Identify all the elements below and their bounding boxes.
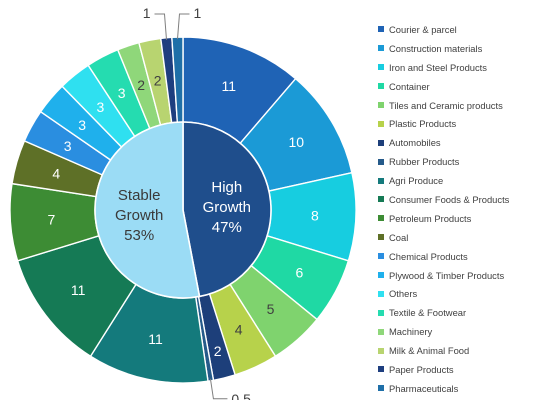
legend-swatch	[378, 385, 384, 392]
legend-label: Construction materials	[389, 42, 483, 54]
legend-label: Coal	[389, 231, 409, 243]
legend-item-automobiles: Automobiles	[378, 133, 540, 152]
legend-swatch	[378, 309, 384, 316]
inner-label-stable-growth-line-3: 53%	[124, 227, 154, 244]
legend-label: Paper Products	[389, 363, 454, 375]
outer-label-petroleum-products: 7	[47, 212, 55, 228]
inner-slice-high-growth	[182, 121, 272, 298]
legend-swatch	[378, 158, 384, 165]
legend-label: Machinery	[389, 326, 433, 338]
outer-label-iron-and-steel-products: 8	[311, 207, 319, 223]
legend-label: Courier & parcel	[389, 23, 457, 35]
legend-swatch	[378, 272, 384, 279]
legend-label: Petroleum Products	[389, 212, 472, 224]
legend-swatch	[378, 120, 384, 127]
legend-swatch	[378, 26, 384, 33]
legend-swatch	[378, 196, 384, 203]
inner-label-high-growth-line-3: 47%	[212, 219, 242, 236]
outer-label-paper-products: 1	[143, 5, 151, 21]
legend-item-consumer-foods-and-products: Consumer Foods & Products	[378, 190, 540, 209]
legend-swatch	[378, 64, 384, 71]
outer-label-consumer-foods-and-products: 11	[71, 282, 86, 298]
legend-item-pharmaceuticals: Pharmaceuticals	[378, 379, 540, 398]
outer-label-milk-and-animal-food: 2	[154, 72, 162, 88]
legend-label: Iron and Steel Products	[389, 61, 487, 73]
legend-swatch	[378, 177, 384, 184]
outer-label-chemical-products: 3	[64, 138, 72, 154]
legend-swatch	[378, 45, 384, 52]
legend-label: Rubber Products	[389, 156, 460, 168]
outer-label-textile-and-footwear: 3	[118, 85, 126, 101]
legend-label: Others	[389, 288, 418, 300]
legend-item-plastic-products: Plastic Products	[378, 114, 540, 133]
legend-item-machinery: Machinery	[378, 322, 540, 341]
legend-item-agri-produce: Agri Produce	[378, 171, 540, 190]
legend-swatch	[378, 366, 384, 373]
legend-swatch	[378, 290, 384, 297]
legend-label: Agri Produce	[389, 175, 444, 187]
legend-item-coal: Coal	[378, 228, 540, 247]
legend-label: Plywood & Timber Products	[389, 269, 505, 281]
legend-label: Tiles and Ceramic products	[389, 99, 503, 111]
outer-label-agri-produce: 11	[148, 331, 163, 347]
outer-label-plastic-products: 4	[235, 322, 243, 338]
legend-item-container: Container	[378, 77, 540, 96]
legend-label: Automobiles	[389, 137, 441, 149]
legend-label: Consumer Foods & Products	[389, 193, 510, 205]
inner-slice-stable-growth	[94, 121, 201, 299]
outer-label-rubber-products: 0.5	[231, 391, 251, 400]
inner-label-high-growth-line-1: High	[211, 179, 242, 196]
inner-label-stable-growth-line-2: Growth	[115, 207, 163, 224]
legend-item-rubber-products: Rubber Products	[378, 152, 540, 171]
legend-item-tiles-and-ceramic-products: Tiles and Ceramic products	[378, 96, 540, 115]
outer-label-pharmaceuticals-leader	[176, 13, 190, 40]
legend-label: Pharmaceuticals	[389, 382, 459, 394]
outer-label-others: 3	[96, 99, 104, 115]
legend-item-paper-products: Paper Products	[378, 360, 540, 379]
legend-label: Plastic Products	[389, 118, 457, 130]
legend-item-others: Others	[378, 284, 540, 303]
inner-label-stable-growth-line-1: Stable	[118, 187, 161, 204]
outer-label-plywood-and-timber-products: 3	[78, 117, 86, 133]
legend-item-construction-materials: Construction materials	[378, 39, 540, 58]
legend-swatch	[378, 102, 384, 108]
legend-swatch	[378, 253, 384, 260]
legend-swatch	[378, 328, 384, 335]
legend-label: Textile & Footwear	[389, 307, 467, 319]
outer-label-tiles-and-ceramic-products: 5	[267, 301, 275, 317]
legend-item-petroleum-products: Petroleum Products	[378, 209, 540, 228]
legend-swatch	[378, 347, 384, 354]
outer-label-container: 6	[295, 264, 303, 280]
outer-label-paper-products-leader	[154, 13, 167, 40]
legend-item-textile-and-footwear: Textile & Footwear	[378, 303, 540, 322]
chart-legend: Courier & parcel Construction materials Ir…	[378, 20, 540, 398]
outer-label-courier-and-parcel: 11	[222, 78, 237, 94]
outer-label-machinery: 2	[137, 77, 145, 93]
legend-swatch	[378, 83, 384, 90]
outer-label-pharmaceuticals: 1	[193, 5, 201, 21]
legend-label: Container	[389, 80, 430, 92]
outer-label-rubber-products-leader	[209, 378, 228, 400]
legend-label: Chemical Products	[389, 250, 468, 262]
legend-item-plywood-and-timber-products: Plywood & Timber Products	[378, 266, 540, 285]
legend-item-chemical-products: Chemical Products	[378, 247, 540, 266]
inner-label-high-growth-line-2: Growth	[203, 199, 251, 216]
outer-label-construction-materials: 10	[288, 134, 304, 150]
legend-swatch	[378, 234, 384, 241]
legend-swatch	[378, 215, 384, 222]
legend-label: Milk & Animal Food	[389, 345, 470, 357]
legend-swatch	[378, 139, 384, 146]
outer-label-coal: 4	[52, 165, 60, 181]
legend-item-milk-and-animal-food: Milk & Animal Food	[378, 341, 540, 360]
outer-label-automobiles: 2	[214, 343, 222, 359]
legend-item-courier-and-parcel: Courier & parcel	[378, 20, 540, 39]
legend-item-iron-and-steel-products: Iron and Steel Products	[378, 58, 540, 77]
